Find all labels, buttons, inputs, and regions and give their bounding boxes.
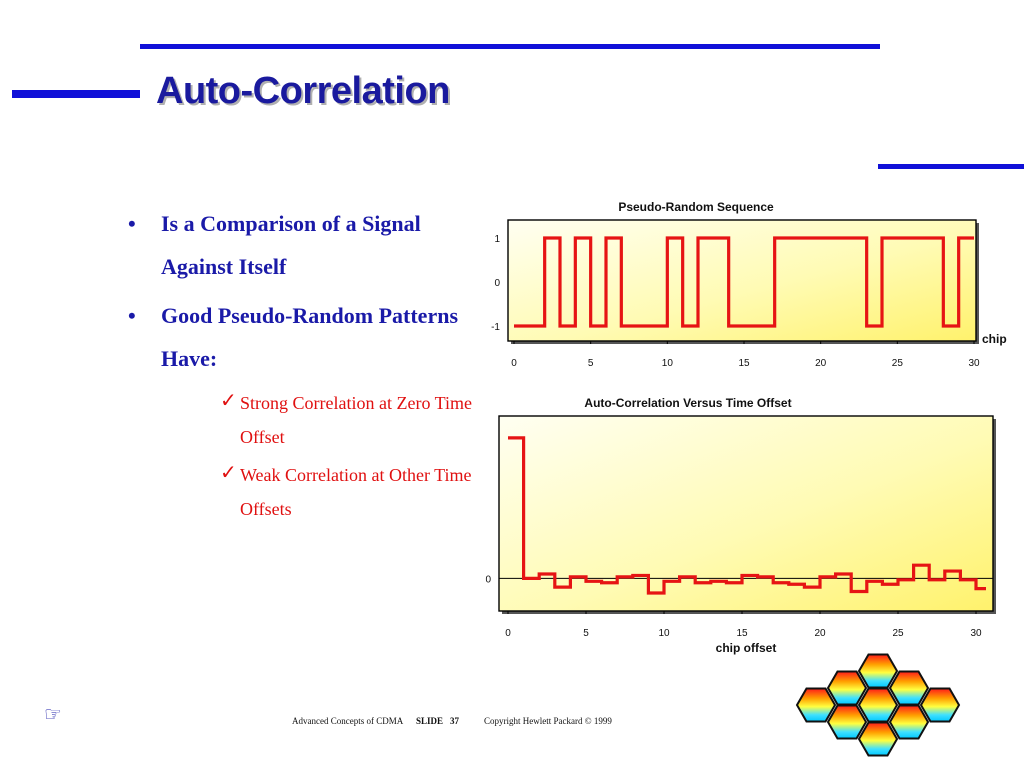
title-bar-left xyxy=(12,90,140,98)
chart-title: Pseudo-Random Sequence xyxy=(618,200,774,214)
footer-copyright: Copyright Hewlett Packard © 1999 xyxy=(484,716,612,726)
bullet-list: • Is a Comparison of a Signal Against It… xyxy=(128,202,478,530)
x-tick-label: 0 xyxy=(505,628,511,639)
bullet-dot: • xyxy=(128,303,136,328)
sub-bullet-text: Strong Correlation at Zero Time Offset xyxy=(240,393,472,447)
x-tick-label: 10 xyxy=(662,358,674,369)
series-line xyxy=(514,236,974,328)
y-tick-label: 0 xyxy=(494,278,500,289)
title-bar-top xyxy=(140,44,880,49)
bullet-text: Good Pseudo-Random Patterns Have: xyxy=(161,303,459,371)
hexagon xyxy=(857,653,899,689)
series-line xyxy=(508,436,986,595)
x-axis-label: chip offset xyxy=(716,641,777,655)
x-tick-label: 30 xyxy=(970,628,982,639)
sub-bullet-item: ✓ Strong Correlation at Zero Time Offset xyxy=(220,386,478,454)
footer-left: Advanced Concepts of CDMA xyxy=(292,716,404,726)
x-tick-label: 20 xyxy=(815,358,827,369)
hexagon xyxy=(826,704,868,740)
x-tick-label: 5 xyxy=(583,628,589,639)
x-tick-label: 20 xyxy=(814,628,826,639)
y-tick-label: 0 xyxy=(485,574,491,585)
footer-slide-number: 37 xyxy=(450,716,459,726)
x-tick-label: 30 xyxy=(968,358,980,369)
bullet-item: • Is a Comparison of a Signal Against It… xyxy=(128,202,478,288)
x-tick-label: 25 xyxy=(892,628,904,639)
x-tick-label: 15 xyxy=(736,628,748,639)
check-icon: ✓ xyxy=(220,462,237,484)
hexagon xyxy=(826,670,868,706)
chart-title: Auto-Correlation Versus Time Offset xyxy=(584,396,791,410)
bullet-text: Is a Comparison of a Signal Against Itse… xyxy=(161,211,421,279)
hexagon xyxy=(795,687,837,723)
check-icon: ✓ xyxy=(220,390,237,412)
hexagon xyxy=(888,670,930,706)
sub-bullet-list: ✓ Strong Correlation at Zero Time Offset… xyxy=(220,386,478,526)
hexagon xyxy=(857,721,899,757)
x-axis-label: chip xyxy=(982,332,1007,346)
footer-slide-label: SLIDE xyxy=(416,716,444,726)
hand-pointer-icon: ☞ xyxy=(44,702,62,726)
honeycomb-logo xyxy=(795,653,961,757)
hexagon xyxy=(857,687,899,723)
sub-bullet-item: ✓ Weak Correlation at Other Time Offsets xyxy=(220,458,478,526)
auto-correlation-chart: Auto-Correlation Versus Time Offset 0 0 5 10… xyxy=(485,396,996,655)
x-tick-label: 25 xyxy=(892,358,904,369)
sub-bullet-text: Weak Correlation at Other Time Offsets xyxy=(240,465,472,519)
bullet-item: • Good Pseudo-Random Patterns Have: xyxy=(128,294,478,380)
bullet-dot: • xyxy=(128,211,136,236)
y-tick-label: -1 xyxy=(491,322,500,333)
x-tick-label: 5 xyxy=(588,358,594,369)
slide-title: Auto-Correlation xyxy=(156,70,450,112)
plot-area xyxy=(498,415,994,612)
x-tick-label: 0 xyxy=(511,358,517,369)
hexagon xyxy=(919,687,961,723)
x-tick-label: 15 xyxy=(738,358,750,369)
hexagon xyxy=(888,704,930,740)
x-tick-label: 10 xyxy=(658,628,670,639)
title-bar-right xyxy=(878,164,1024,169)
plot-area xyxy=(507,219,977,342)
y-tick-label: 1 xyxy=(494,234,500,245)
